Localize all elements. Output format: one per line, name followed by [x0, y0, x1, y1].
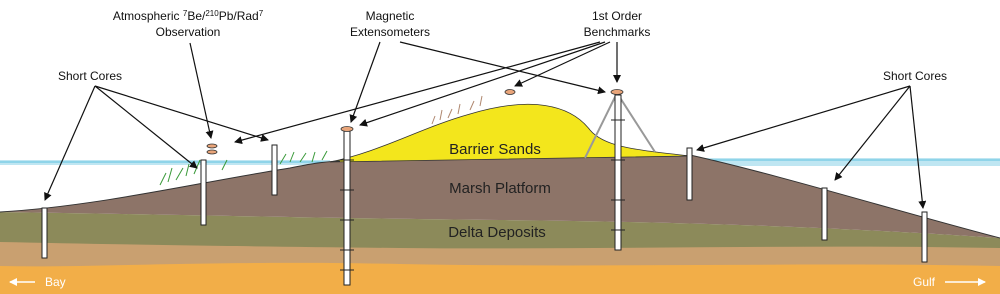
gulf-label: Gulf: [913, 275, 936, 289]
anchor-marks: [340, 119, 625, 271]
arrows: [44, 41, 927, 209]
extensometers-label: Extensometers: [350, 25, 430, 39]
benchmark-rod: [614, 94, 622, 251]
layer-marsh: [0, 155, 1000, 238]
label-sup: 7: [183, 9, 188, 18]
short-cores-label: Short Cores: [58, 69, 122, 83]
benchmark-cap: [610, 89, 624, 95]
extensometers-label: Magnetic: [366, 9, 415, 23]
short-core: [271, 144, 278, 196]
surface-line: [0, 160, 341, 213]
extensometer-cap: [340, 126, 354, 132]
label-text: Be/: [187, 9, 206, 23]
surface-line: [689, 154, 1000, 239]
short-core: [686, 147, 693, 201]
short-cores-label: Short Cores: [883, 69, 947, 83]
label-text: Pb/Rad: [219, 9, 259, 23]
short-core: [821, 187, 828, 241]
atmospheric-label: Observation: [156, 25, 221, 39]
benchmarks-label: 1st Order: [592, 9, 642, 23]
label-sup: 210: [205, 9, 219, 18]
layer-label: Barrier Sands: [449, 141, 541, 158]
label-text: Atmospheric: [113, 9, 183, 23]
layer-label: Marsh Platform: [449, 180, 551, 197]
sampler: [206, 143, 218, 149]
short-core: [200, 159, 207, 226]
dune-grass: [431, 95, 483, 125]
short-core: [41, 207, 48, 259]
sampler: [206, 149, 218, 155]
label-sup: 7: [259, 9, 264, 18]
water-gulf: [690, 158, 1000, 166]
layer-label: Delta Deposits: [448, 224, 546, 241]
layer-sands: [329, 103, 691, 163]
extensometer: [343, 129, 351, 286]
short-core: [921, 211, 928, 263]
bay-label: Bay: [45, 275, 66, 289]
layer-green: [0, 212, 1000, 249]
atmospheric-label: Atmospheric 7Be/210Pb/Rad7: [113, 9, 264, 23]
benchmarks-label: Benchmarks: [584, 25, 651, 39]
benchmark-cap: [504, 89, 516, 95]
